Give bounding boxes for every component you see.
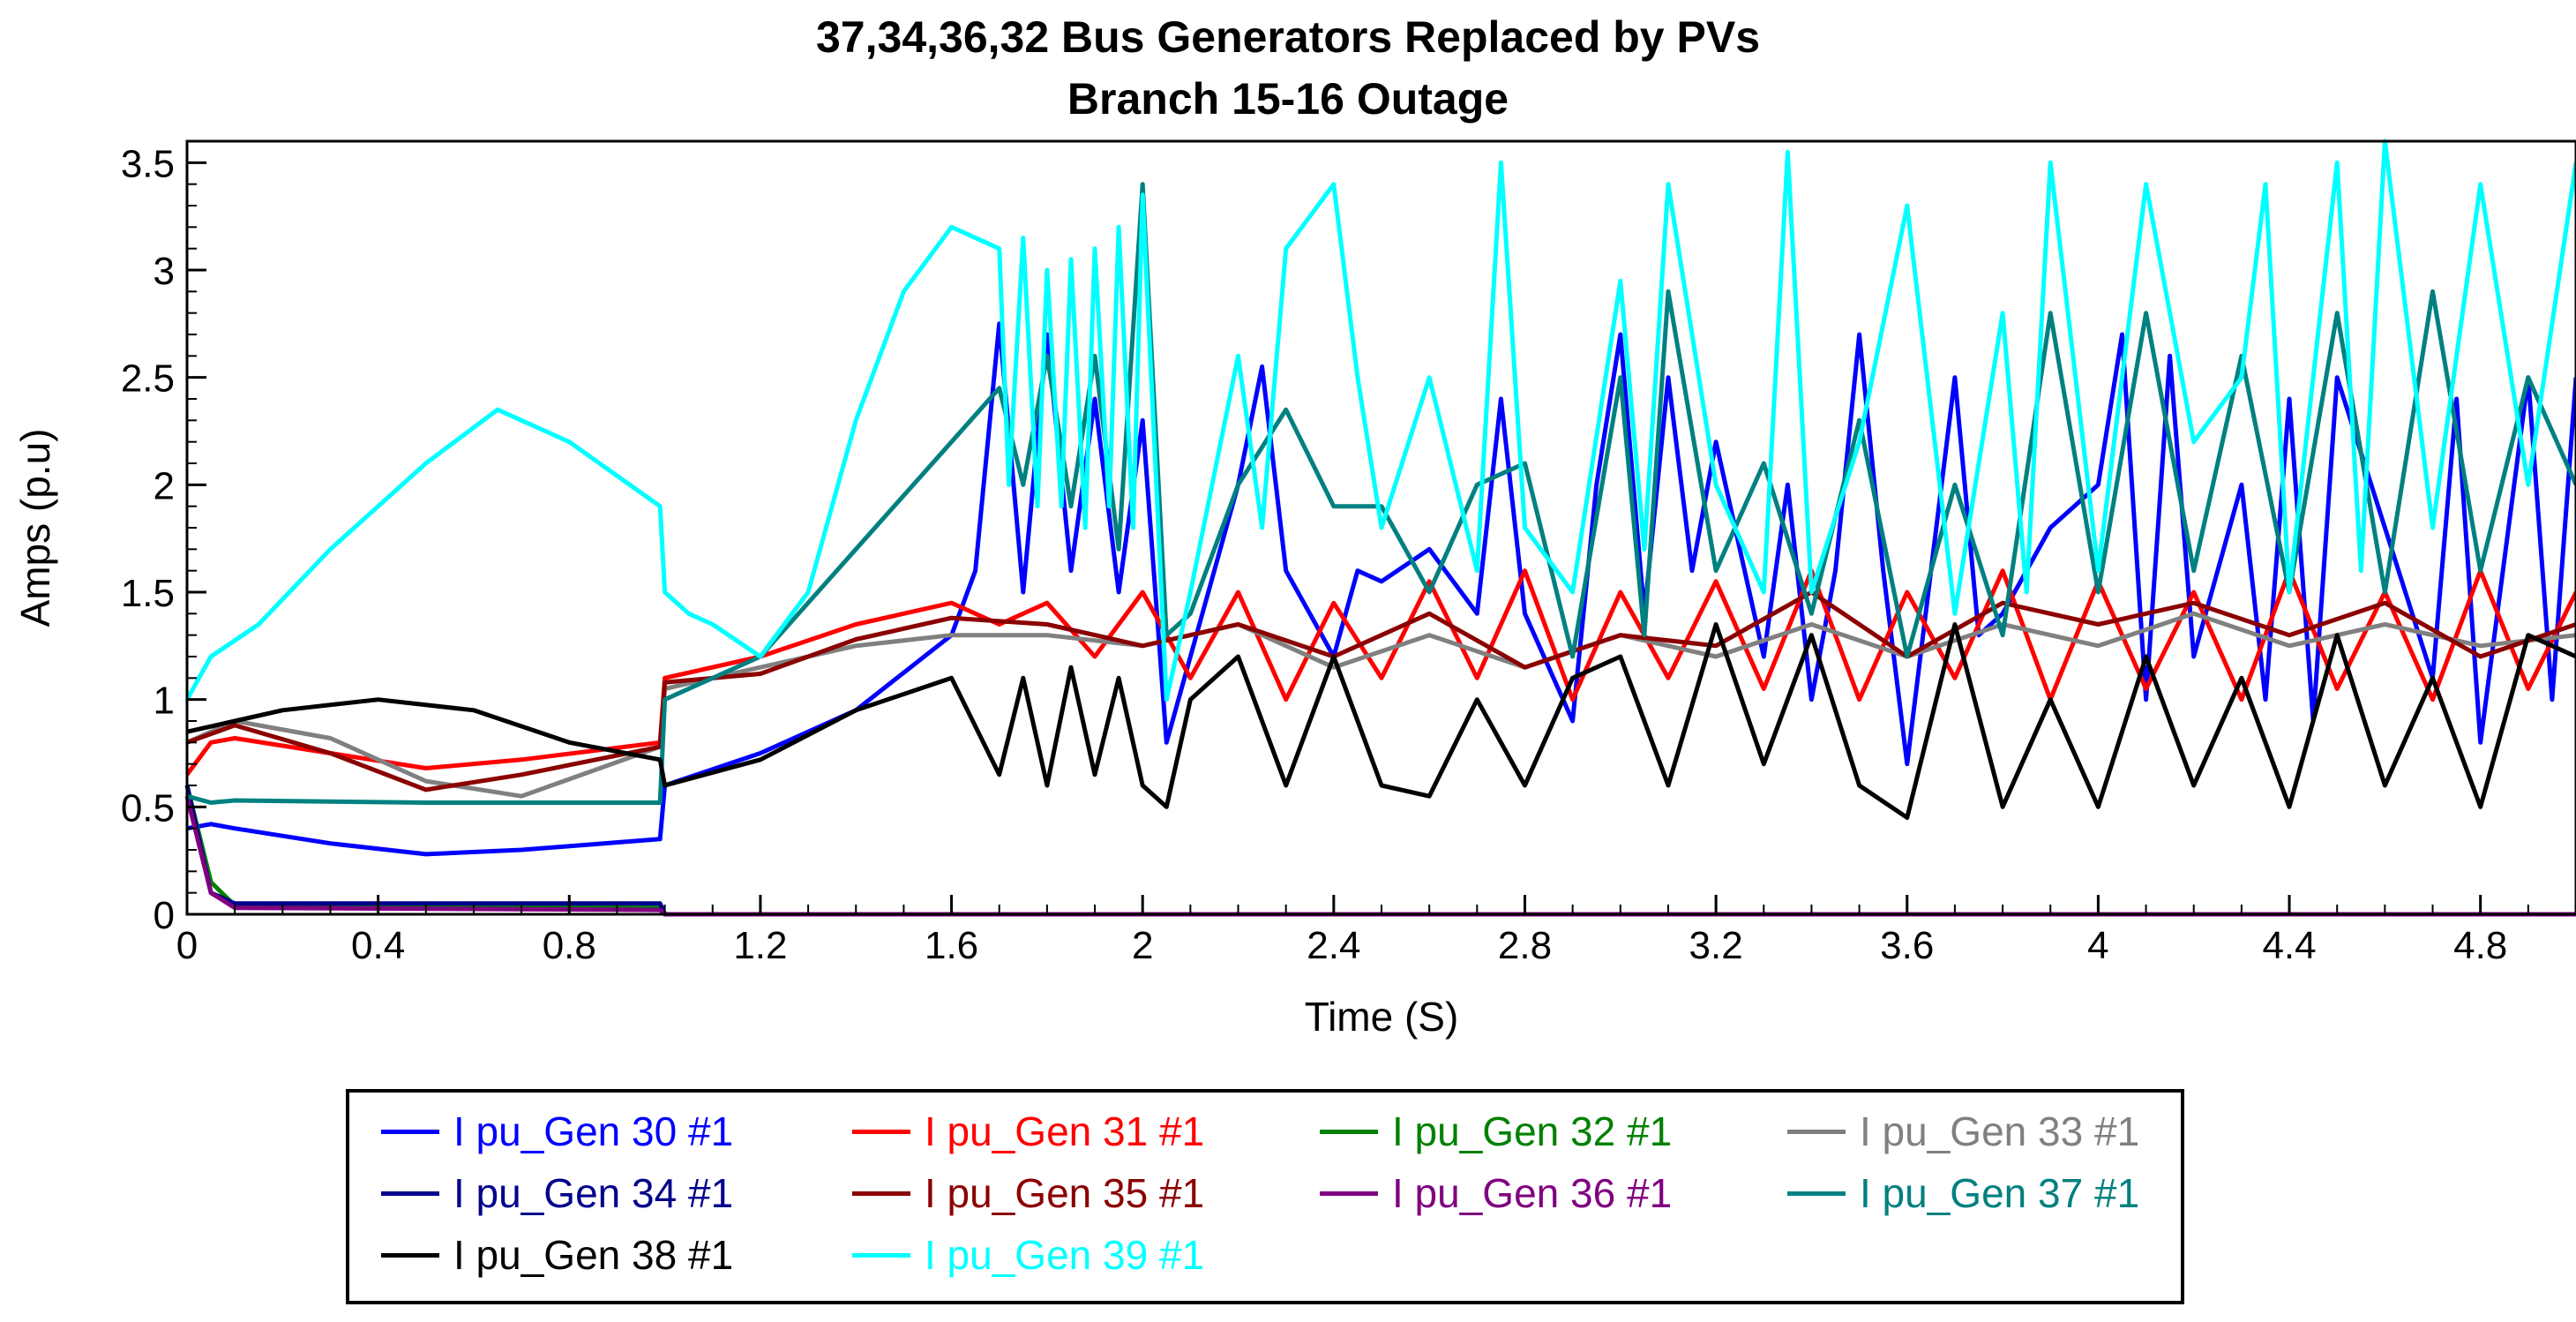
y-tick-label: 0.5 <box>121 786 175 830</box>
y-tick-label: 3 <box>154 250 175 293</box>
chart-svg: 0 0.4 0.8 1.2 1.6 2 2.4 2.8 3.2 3.6 4 4.4 4.8 0 0.5 1 1.… <box>12 139 2576 1040</box>
series-line-i-pu-gen-30-1 <box>186 321 2576 857</box>
series-line-i-pu-gen-36-1 <box>184 795 2576 917</box>
series-line-i-pu-gen-33-1 <box>185 611 2576 799</box>
x-tick-label: 3.2 <box>1689 924 1743 967</box>
chart-title: 37,34,36,32 Bus Generators Replaced by P… <box>816 12 1760 62</box>
legend-label: I pu_Gen 35 #1 <box>925 1170 1205 1216</box>
legend-swatch <box>852 1191 910 1196</box>
legend-swatch <box>852 1129 910 1134</box>
legend-item: I pu_Gen 32 #1 <box>1320 1105 1672 1158</box>
x-tick-label: 0.4 <box>351 924 405 967</box>
y-tick-label: 1.5 <box>121 572 175 615</box>
legend-item: I pu_Gen 39 #1 <box>852 1228 1204 1281</box>
legend-item: I pu_Gen 37 #1 <box>1787 1167 2139 1220</box>
x-axis-label: Time (S) <box>1305 994 1459 1040</box>
y-tick-label: 1 <box>154 680 175 723</box>
legend-label: I pu_Gen 33 #1 <box>1860 1108 2140 1154</box>
x-tick-label: 1.6 <box>925 924 978 967</box>
legend-swatch <box>1787 1191 1846 1196</box>
legend-item: I pu_Gen 33 #1 <box>1787 1105 2139 1158</box>
legend-item: I pu_Gen 35 #1 <box>852 1167 1204 1220</box>
y-tick-label: 2 <box>154 464 175 507</box>
legend-item: I pu_Gen 34 #1 <box>381 1167 733 1220</box>
legend-swatch <box>381 1252 439 1258</box>
legend-swatch <box>852 1252 910 1258</box>
legend-label: I pu_Gen 31 #1 <box>925 1108 1205 1154</box>
x-tick-label: 0.8 <box>543 924 596 967</box>
y-tick-label: 2.5 <box>121 357 175 401</box>
legend-item: I pu_Gen 36 #1 <box>1320 1167 1672 1220</box>
series-layer <box>184 139 2576 917</box>
legend-label: I pu_Gen 32 #1 <box>1392 1108 1673 1154</box>
legend-label: I pu_Gen 37 #1 <box>1860 1170 2140 1216</box>
legend-label: I pu_Gen 39 #1 <box>925 1232 1205 1278</box>
legend-item: I pu_Gen 38 #1 <box>381 1228 733 1281</box>
legend-swatch <box>1320 1129 1378 1134</box>
legend-item: I pu_Gen 31 #1 <box>852 1105 1204 1158</box>
legend-item: I pu_Gen 30 #1 <box>381 1105 733 1158</box>
x-tick-label: 0 <box>176 924 198 967</box>
series-line-i-pu-gen-38-1 <box>186 622 2576 820</box>
legend-swatch <box>1320 1191 1378 1196</box>
legend-label: I pu_Gen 36 #1 <box>1392 1170 1673 1216</box>
x-tick-label: 4.4 <box>2262 924 2316 967</box>
x-tick-label: 4.8 <box>2453 924 2507 967</box>
x-tick-label: 2.8 <box>1498 924 1552 967</box>
x-tick-label: 3.6 <box>1880 924 1934 967</box>
series-line-i-pu-gen-31-1 <box>184 568 2576 777</box>
legend-swatch <box>381 1191 439 1196</box>
axis-layer: 0 0.4 0.8 1.2 1.6 2 2.4 2.8 3.2 3.6 4 4.4 4.8 0 0.5 1 1.… <box>121 140 2576 967</box>
y-tick-label: 3.5 <box>121 142 175 185</box>
y-tick-label: 0 <box>154 894 175 937</box>
legend-swatch <box>381 1129 439 1134</box>
legend-label: I pu_Gen 38 #1 <box>453 1232 734 1278</box>
x-tick-label: 2.4 <box>1307 924 1360 967</box>
x-tick-label: 4 <box>2087 924 2108 967</box>
x-tick-label: 2 <box>1132 924 1153 967</box>
series-line-i-pu-gen-37-1 <box>186 182 2576 805</box>
legend-label: I pu_Gen 30 #1 <box>453 1108 734 1154</box>
legend-label: I pu_Gen 34 #1 <box>453 1170 734 1216</box>
legend: I pu_Gen 30 #1 I pu_Gen 31 #1 I pu_Gen 32 … <box>346 1089 2184 1304</box>
y-axis-label: Amps (p.u) <box>12 429 58 627</box>
legend-swatch <box>1787 1129 1846 1134</box>
x-tick-label: 1.2 <box>733 924 787 967</box>
chart-subtitle: Branch 15-16 Outage <box>1067 74 1509 124</box>
series-line-i-pu-gen-39-1 <box>184 139 2576 702</box>
